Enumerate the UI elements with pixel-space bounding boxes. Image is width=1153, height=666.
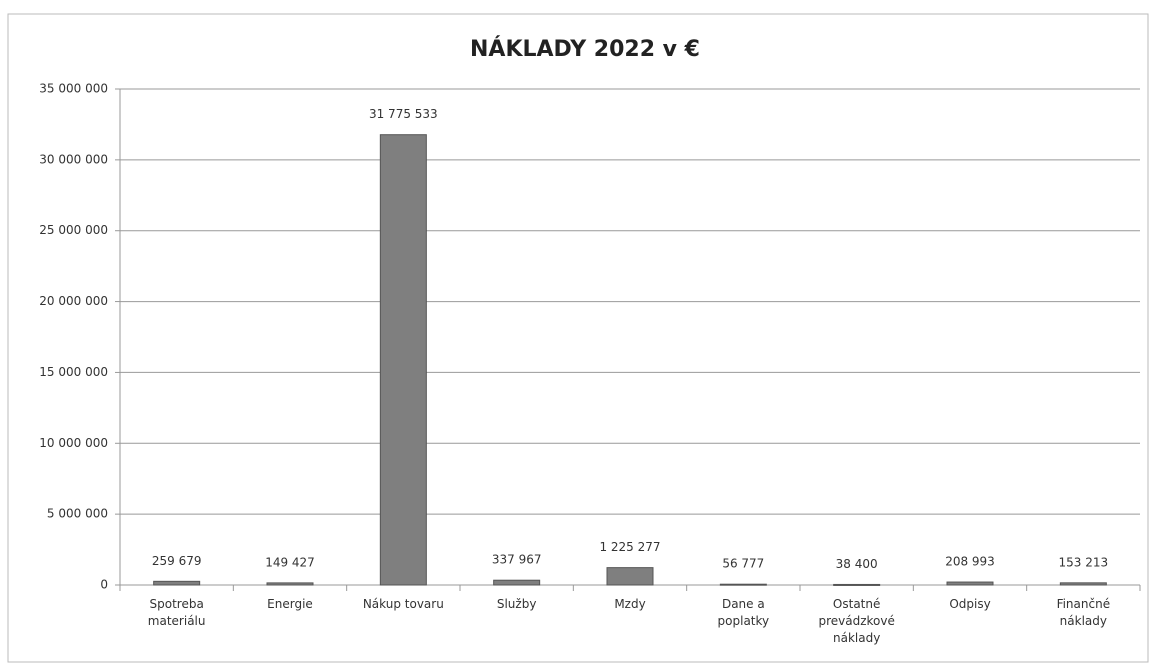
data-label: 153 213 — [1059, 555, 1109, 569]
bar — [379, 134, 427, 586]
y-tick-label: 10 000 000 — [39, 436, 108, 450]
data-label: 259 679 — [152, 554, 202, 568]
y-tick-label: 20 000 000 — [39, 294, 108, 308]
x-tick-label: Odpisy — [949, 597, 991, 611]
data-label: 208 993 — [945, 555, 995, 569]
y-tick-label: 30 000 000 — [39, 152, 108, 166]
y-tick-label: 35 000 000 — [39, 82, 108, 96]
bar — [1059, 582, 1107, 586]
y-tick-label: 25 000 000 — [39, 223, 108, 237]
bar — [606, 567, 654, 586]
data-label: 38 400 — [836, 557, 878, 571]
x-tick-label: Služby — [496, 597, 537, 611]
bar — [719, 583, 767, 586]
x-tick-label: Ostatné prevádzkové náklady — [818, 597, 895, 645]
bar — [946, 581, 994, 586]
bar — [833, 583, 881, 586]
bar — [153, 580, 201, 586]
x-tick-label: Mzdy — [614, 597, 646, 611]
x-tick-label: Dane a poplatky — [717, 597, 770, 628]
chart-border — [7, 13, 1149, 663]
data-label: 149 427 — [265, 555, 315, 569]
y-tick-label: 0 — [100, 578, 108, 592]
chart-title: NÁKLADY 2022 v € — [470, 36, 700, 62]
x-tick-label: Finančné náklady — [1056, 597, 1111, 628]
x-tick-label: Spotreba materiálu — [147, 597, 206, 628]
y-tick-label: 5 000 000 — [47, 507, 108, 521]
y-tick-label: 15 000 000 — [39, 365, 108, 379]
x-tick-label: Energie — [267, 597, 313, 611]
bar — [266, 582, 314, 586]
x-tick-label: Nákup tovaru — [362, 597, 444, 611]
bar — [493, 579, 541, 586]
data-label: 337 967 — [492, 553, 542, 567]
data-label: 1 225 277 — [599, 540, 660, 554]
data-label: 31 775 533 — [369, 107, 438, 121]
data-label: 56 777 — [722, 557, 764, 571]
